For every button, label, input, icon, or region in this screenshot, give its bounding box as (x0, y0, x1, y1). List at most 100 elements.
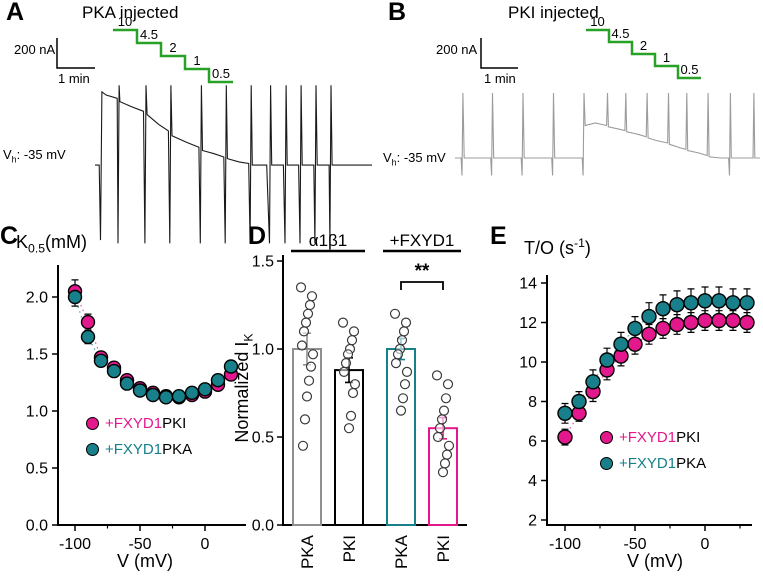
panel-b-trace-plot: 10 4.5 2 1 0.5 (455, 14, 760, 176)
data-point (585, 374, 601, 390)
panel-a-time-scale-label: 1 min (58, 71, 90, 86)
ylabel-sub: K (241, 333, 256, 342)
y-tick-label: 10 (519, 355, 537, 372)
scatter-point (306, 291, 318, 302)
scatter-point (401, 366, 413, 377)
bar-label: PKI (434, 535, 453, 562)
scatter-point (337, 317, 349, 328)
data-point (711, 312, 727, 329)
legend-label-condition: PKA (676, 454, 707, 472)
ylabel-rest: (mM) (45, 232, 88, 252)
data-point (725, 295, 741, 311)
scatter-point (440, 393, 452, 404)
data-point (739, 295, 755, 311)
scatter-point (342, 349, 354, 360)
scatter-point (348, 326, 360, 337)
panel-e-x-axis-label: V (mV) (627, 551, 683, 571)
scatter-point (392, 349, 404, 360)
k-step-label: 1 (663, 50, 670, 65)
scatter-point (390, 358, 402, 369)
y-tick-label: 0.0 (252, 518, 274, 535)
data-point (683, 314, 699, 331)
data-point (641, 326, 657, 343)
scatter-point (302, 308, 314, 319)
panel-d-y-axis-label: Normalized IK (232, 268, 256, 508)
data-point (599, 352, 615, 368)
vh-text: V (383, 150, 392, 165)
scatter-point (343, 423, 355, 434)
data-point (171, 388, 187, 404)
panel-a-holding-potential: Vh: -35 mV (3, 147, 66, 165)
y-tick-label: 12 (519, 315, 537, 332)
legend-label-fxyd1: +FXYD1 (619, 454, 677, 472)
group-header: +FXYD1 (390, 231, 455, 250)
scatter-point (304, 299, 316, 311)
scatter-point (347, 387, 359, 399)
scatter-point (303, 375, 315, 386)
k-step-trace (113, 28, 233, 84)
data-point (119, 376, 135, 391)
scatter-point (443, 440, 455, 451)
significance-bracket (400, 281, 444, 290)
data-point (697, 293, 713, 309)
scale-bars (480, 38, 518, 69)
scatter-point (432, 431, 444, 443)
panel-c-letter: C (0, 222, 19, 250)
scatter-point (395, 405, 407, 416)
scatter-point (305, 361, 317, 372)
bar (292, 348, 322, 526)
y-tick-label: 1.5 (252, 254, 274, 271)
legend-label-fxyd1: +FXYD1 (619, 428, 677, 446)
vh-value: : -35 mV (396, 150, 446, 165)
panel-a-title: PKA injected (82, 3, 179, 22)
data-point (641, 308, 657, 325)
data-point (557, 405, 573, 422)
data-point (655, 300, 671, 317)
scatter-point (346, 335, 358, 346)
title-sup: -1 (574, 236, 585, 250)
x-tick-label: -100 (59, 536, 91, 553)
k-step-label: 2 (169, 40, 176, 55)
series-connector (74, 291, 232, 398)
bar-label: PKI (340, 535, 359, 562)
scatter-point (301, 391, 313, 402)
legend-item-pki: +FXYD1 PKI (600, 424, 706, 450)
k-step-label: 10 (118, 14, 132, 29)
pki-legend-marker (86, 416, 99, 430)
panel-c-legend: +FXYD1 PKI +FXYD1 PKA (86, 410, 192, 462)
legend-label-fxyd1: +FXYD1 (105, 440, 163, 458)
scatter-point (338, 366, 350, 377)
scatter-point (436, 414, 448, 425)
panel-d-letter: D (248, 222, 267, 250)
data-point (627, 336, 643, 352)
y-tick-label: 0.5 (26, 461, 48, 478)
panel-e-legend: +FXYD1 PKI +FXYD1 PKA (600, 424, 706, 476)
data-point (725, 312, 741, 329)
pka-legend-marker (86, 442, 99, 456)
x-tick-label: 0 (701, 536, 710, 553)
data-point (132, 383, 148, 398)
y-tick-label: 2.0 (26, 290, 48, 307)
data-point (158, 390, 174, 405)
y-tick-label: 1.0 (252, 342, 274, 359)
series-connector (74, 296, 232, 398)
y-tick-label: 0.0 (26, 518, 48, 535)
legend-label-condition: PKA (162, 440, 193, 458)
panel-c-x-axis-label: V (mV) (117, 551, 173, 571)
panel-e-letter: E (490, 222, 507, 250)
k-step-label: 4.5 (611, 26, 629, 41)
panel-c-y-axis-label: K0.5(mM) (16, 232, 87, 256)
panel-d-bar-chart: 0.0 0.5 1.0 1.5 PKA PKI PKA PKI α1β1 +FXYD1 ** (252, 231, 467, 569)
scatter-point (345, 410, 357, 421)
scatter-point (431, 370, 443, 381)
legend-item-pka: +FXYD1 PKA (86, 436, 192, 462)
scatter-point (298, 326, 310, 337)
data-point (184, 385, 200, 401)
data-point (145, 387, 161, 403)
data-point (697, 312, 713, 329)
x-tick-label: 0 (201, 536, 210, 553)
scatter-point (439, 458, 451, 469)
scatter-point (438, 405, 450, 416)
legend-label-fxyd1: +FXYD1 (105, 414, 163, 432)
scatter-point (296, 340, 308, 351)
